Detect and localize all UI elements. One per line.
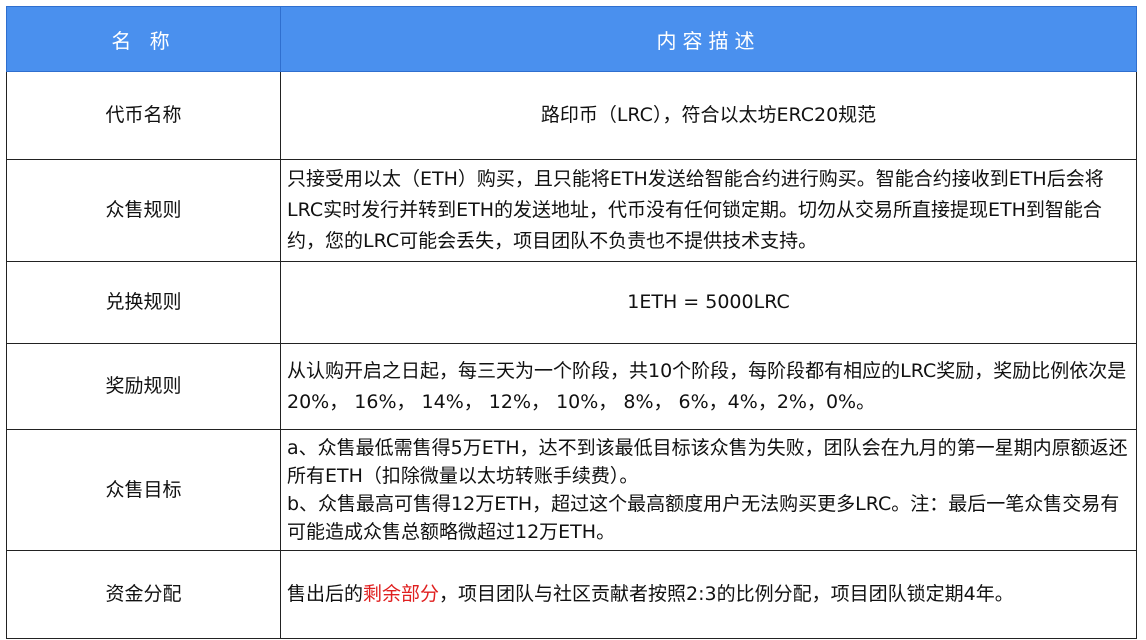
table-row: 奖励规则 从认购开启之日起，每三天为一个阶段，共10个阶段，每阶段都有相应的LR… — [6, 343, 1137, 430]
fund-text-post: ，项目团队与社区贡献者按照2:3的比例分配，项目团队锁定期4年。 — [439, 583, 1014, 605]
row-content-reward: 从认购开启之日起，每三天为一个阶段，共10个阶段，每阶段都有相应的LRC奖励，奖… — [280, 343, 1137, 430]
row-content-token: 路印币（LRC），符合以太坊ERC20规范 — [280, 71, 1137, 160]
row-name-sale-rules: 众售规则 — [6, 159, 281, 262]
table-row: 兑换规则 1ETH = 5000LRC — [6, 261, 1137, 344]
table-row: 众售规则 只接受用以太（ETH）购买，且只能将ETH发送给智能合约进行购买。智能… — [6, 159, 1137, 262]
header-name: 名 称 — [6, 6, 281, 72]
fund-text-highlight: 剩余部分 — [363, 583, 440, 605]
row-name-sale-target: 众售目标 — [6, 429, 281, 551]
table-row: 资金分配 售出后的剩余部分，项目团队与社区贡献者按照2:3的比例分配，项目团队锁… — [6, 550, 1137, 639]
row-name-reward: 奖励规则 — [6, 343, 281, 430]
sale-target-a: a、众售最低需售得5万ETH，达不到该最低目标该众售为失败，团队会在九月的第一星… — [287, 437, 1128, 487]
table-row: 代币名称 路印币（LRC），符合以太坊ERC20规范 — [6, 71, 1137, 160]
header-description: 内容描述 — [280, 6, 1137, 72]
token-info-table: 名 称 内容描述 代币名称 路印币（LRC），符合以太坊ERC20规范 众售规则… — [6, 6, 1137, 639]
row-content-fund-allocation: 售出后的剩余部分，项目团队与社区贡献者按照2:3的比例分配，项目团队锁定期4年。 — [280, 550, 1137, 639]
row-content-sale-target: a、众售最低需售得5万ETH，达不到该最低目标该众售为失败，团队会在九月的第一星… — [280, 429, 1137, 551]
fund-text-pre: 售出后的 — [287, 583, 364, 605]
table-row: 众售目标 a、众售最低需售得5万ETH，达不到该最低目标该众售为失败，团队会在九… — [6, 429, 1137, 551]
sale-target-b: b、众售最高可售得12万ETH，超过这个最高额度用户无法购买更多LRC。注：最后… — [287, 493, 1120, 543]
row-content-sale-rules: 只接受用以太（ETH）购买，且只能将ETH发送给智能合约进行购买。智能合约接收到… — [280, 159, 1137, 262]
header-row: 名 称 内容描述 — [6, 6, 1137, 72]
row-content-exchange: 1ETH = 5000LRC — [280, 261, 1137, 344]
row-name-token: 代币名称 — [6, 71, 281, 160]
row-name-exchange: 兑换规则 — [6, 261, 281, 344]
row-name-fund-allocation: 资金分配 — [6, 550, 281, 639]
